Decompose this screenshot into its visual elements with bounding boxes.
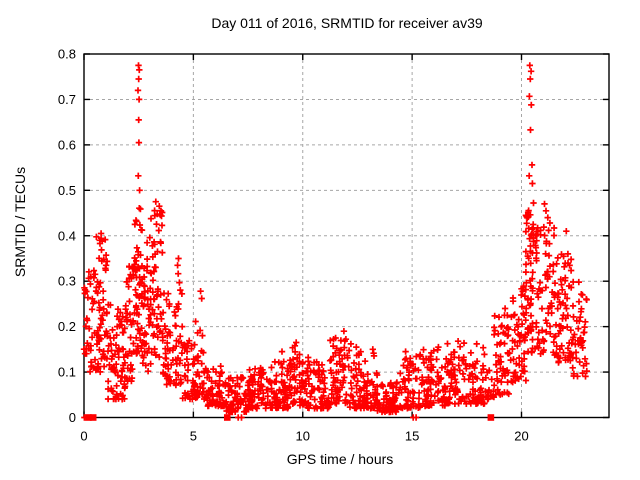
y-tick-label: 0	[69, 410, 76, 425]
zero-square-marker	[89, 414, 97, 421]
y-tick-label: 0.7	[58, 92, 76, 107]
y-tick-label: 0.4	[58, 228, 76, 243]
x-tick-label: 20	[514, 429, 528, 444]
y-tick-label: 0.8	[58, 47, 76, 62]
x-tick-label: 10	[296, 429, 310, 444]
x-tick-label: 0	[80, 429, 87, 444]
y-tick-label: 0.3	[58, 274, 76, 289]
scatter-points	[80, 62, 590, 421]
y-tick-label: 0.6	[58, 137, 76, 152]
chart-title: Day 011 of 2016, SRMTID for receiver av3…	[211, 15, 483, 31]
x-axis-label: GPS time / hours	[286, 451, 394, 467]
y-tick-label: 0.2	[58, 319, 76, 334]
zero-square-marker	[85, 414, 92, 421]
zero-square-marker	[223, 414, 231, 421]
x-tick-label: 15	[405, 429, 419, 444]
x-tick-label: 5	[190, 429, 197, 444]
y-tick-label: 0.5	[58, 183, 76, 198]
y-tick-label: 0.1	[58, 365, 76, 380]
zero-square-marker	[487, 414, 495, 421]
tick-labels: 0 5 10 15 20 0 0.1 0.2 0.3 0.4 0.5 0.6 0.7 0.8	[58, 47, 529, 444]
